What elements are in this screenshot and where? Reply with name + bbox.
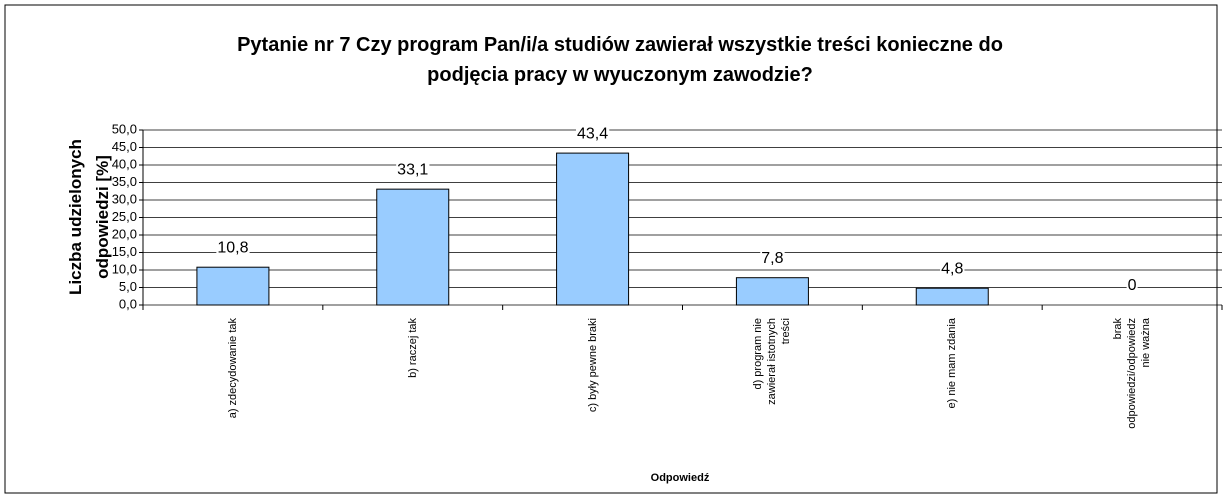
y-tick-label: 10,0 xyxy=(112,261,137,276)
bar xyxy=(915,287,989,306)
bar xyxy=(196,266,270,306)
y-tick-label: 15,0 xyxy=(112,244,137,259)
x-tick-label: a) zdecydowanie tak xyxy=(226,318,239,419)
y-tick-label: 50,0 xyxy=(112,121,137,136)
x-tick-label: c) były pewne braki xyxy=(586,318,599,413)
value-label-bg xyxy=(1126,277,1138,295)
y-tick-label: 0,0 xyxy=(119,296,137,311)
value-label: 0 xyxy=(1128,277,1137,294)
value-label: 33,1 xyxy=(397,161,428,178)
bar xyxy=(556,152,630,306)
x-tick-label: d) program nie zawierał istotnych treści xyxy=(752,318,793,405)
x-axis-title: Odpowiedź xyxy=(650,472,710,484)
value-label-bg xyxy=(216,239,250,257)
value-label-bg xyxy=(576,125,610,143)
y-tick-label: 40,0 xyxy=(112,156,137,171)
y-tick-label: 45,0 xyxy=(112,139,137,154)
x-tick-label: b) raczej tak xyxy=(406,318,419,378)
y-tick-label: 25,0 xyxy=(112,209,137,224)
y-axis-title: Liczba udzielonych odpowiedzi [%] xyxy=(66,139,112,295)
value-label: 43,4 xyxy=(577,125,608,142)
y-tick-label: 35,0 xyxy=(112,174,137,189)
value-label: 10,8 xyxy=(217,239,248,256)
x-tick-label: e) nie mam zdania xyxy=(946,318,959,409)
y-tick-label: 30,0 xyxy=(112,191,137,206)
value-label: 4,8 xyxy=(941,260,963,277)
value-label-bg xyxy=(760,249,785,267)
y-tick-label: 5,0 xyxy=(119,279,137,294)
bar xyxy=(376,188,450,306)
y-tick-label: 20,0 xyxy=(112,226,137,241)
chart-title: Pytanie nr 7 Czy program Pan/i/a studiów… xyxy=(237,34,1003,86)
value-label-bg xyxy=(940,260,965,278)
x-tick-label: brak odpowiedzi/odpowiedz nie ważna xyxy=(1112,318,1153,429)
bar xyxy=(735,277,809,306)
value-label-bg xyxy=(396,161,430,179)
value-label: 7,8 xyxy=(761,250,783,267)
